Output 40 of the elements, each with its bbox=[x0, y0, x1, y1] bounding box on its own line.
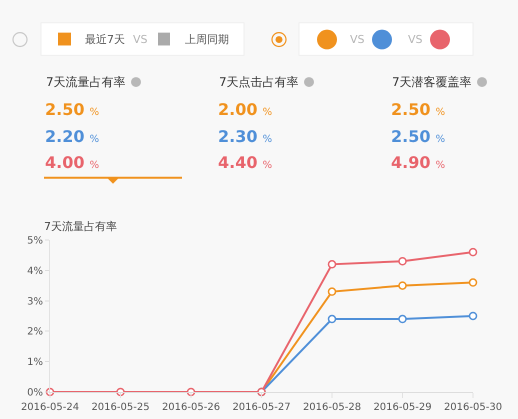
x-tick-label: 2016-05-26 bbox=[162, 402, 220, 413]
point bbox=[328, 314, 336, 324]
text: 2.30 % bbox=[218, 127, 272, 146]
text: 7天流量占有率 bbox=[46, 75, 126, 89]
text: 4.00 % bbox=[45, 153, 100, 172]
y-tick-label: 1% bbox=[27, 357, 43, 368]
text: 4.90 % bbox=[391, 153, 446, 172]
point bbox=[468, 278, 478, 287]
text: 4.40 % bbox=[218, 153, 272, 172]
point bbox=[398, 281, 407, 290]
x-tick-label: 2016-05-29 bbox=[373, 402, 432, 413]
point bbox=[328, 287, 336, 296]
x-tick-label: 2016-05-27 bbox=[232, 402, 291, 413]
text: 2.00 % bbox=[218, 100, 272, 119]
text: 最近7天 bbox=[85, 33, 125, 46]
x-tick-label: 2016-05-30 bbox=[444, 402, 502, 413]
point bbox=[398, 314, 407, 324]
x-tick-label: 2016-05-24 bbox=[20, 402, 80, 413]
point bbox=[468, 312, 478, 320]
text: 7天潜客覆盖率 bbox=[392, 75, 472, 89]
x-tick-label: 2016-05-28 bbox=[302, 402, 362, 413]
y-tick-label: 2% bbox=[27, 326, 43, 338]
text: VS bbox=[133, 33, 148, 46]
point bbox=[398, 256, 407, 266]
text: VS bbox=[408, 33, 423, 46]
y-tick-label: 4% bbox=[27, 266, 43, 277]
point bbox=[328, 260, 336, 269]
point bbox=[468, 248, 478, 256]
text: 2.50 % bbox=[45, 100, 100, 119]
text: VS bbox=[350, 33, 365, 46]
text: 上周同期 bbox=[185, 33, 229, 46]
y-tick-label: 0% bbox=[27, 388, 43, 399]
y-axis-title: 7天流量占有率 bbox=[44, 220, 117, 233]
text: 2.20 % bbox=[45, 127, 100, 146]
text: 7天点击占有率 bbox=[219, 75, 299, 89]
text: 2.50 % bbox=[391, 100, 446, 119]
y-tick-label: 3% bbox=[27, 296, 43, 308]
x-tick-label: 2016-05-25 bbox=[91, 402, 150, 413]
text: 2.50 % bbox=[391, 127, 446, 146]
y-tick-label: 5% bbox=[27, 235, 43, 246]
